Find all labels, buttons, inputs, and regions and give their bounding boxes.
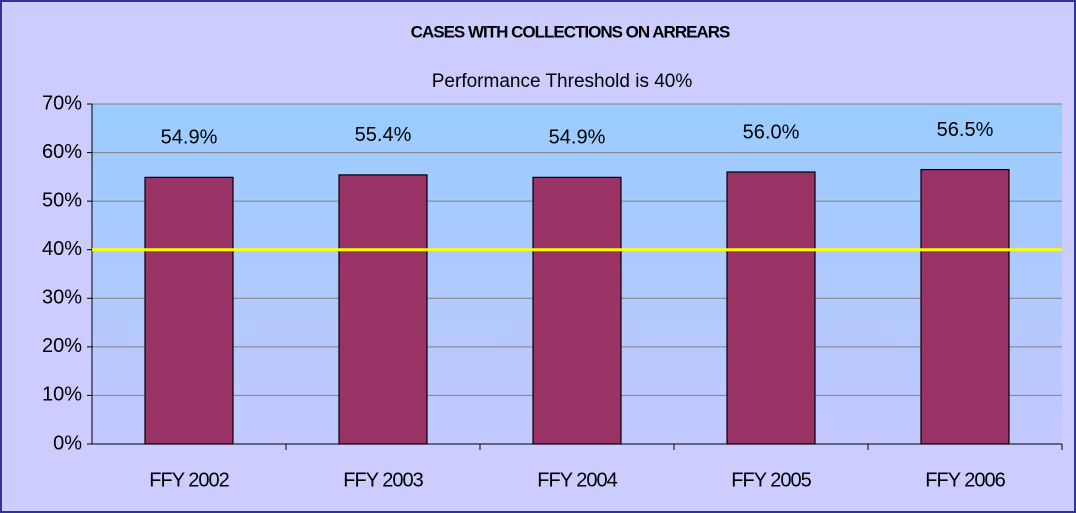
data-label: 54.9%	[161, 127, 218, 149]
data-label: 56.5%	[937, 119, 994, 141]
y-tick-label: 50%	[42, 189, 82, 211]
y-tick-label: 0%	[53, 432, 82, 454]
x-tick-label: FFY 2002	[149, 469, 229, 491]
y-tick-label: 10%	[42, 384, 82, 406]
bar	[920, 168, 1010, 445]
y-tick-label: 30%	[42, 287, 82, 309]
y-tick-label: 40%	[42, 238, 82, 260]
bar	[144, 176, 234, 445]
y-tick-label: 20%	[42, 335, 82, 357]
chart-subtitle: Performance Threshold is 40%	[432, 71, 693, 92]
data-label: 54.9%	[549, 127, 606, 149]
y-tick-label: 60%	[42, 141, 82, 163]
bar	[726, 171, 816, 445]
y-tick-label: 70%	[42, 92, 82, 114]
data-label: 55.4%	[355, 124, 412, 146]
x-tick-label: FFY 2006	[925, 469, 1005, 491]
chart-title: CASES WITH COLLECTIONS ON ARREARS	[411, 22, 730, 41]
x-tick-label: FFY 2004	[537, 469, 617, 491]
bar	[338, 174, 428, 445]
x-tick-label: FFY 2005	[731, 469, 811, 491]
x-tick-label: FFY 2003	[343, 469, 423, 491]
bar	[532, 176, 622, 445]
data-label: 56.0%	[743, 121, 800, 143]
